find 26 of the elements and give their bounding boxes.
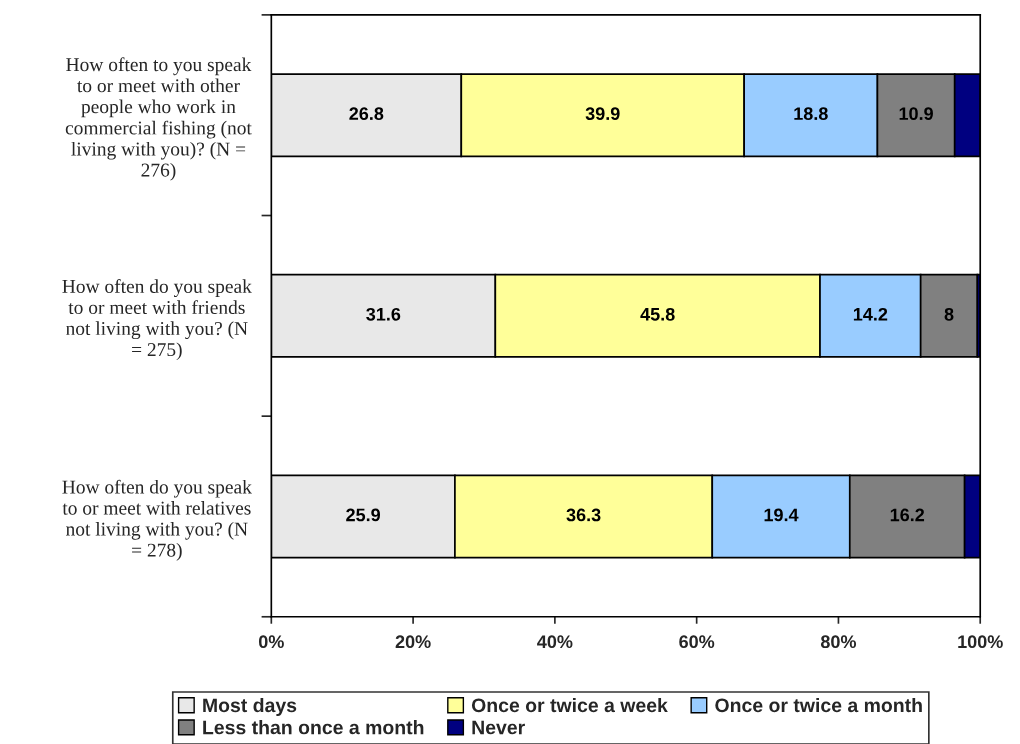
data-label: 18.8 [794,107,828,121]
x-tick-label: 100% [958,635,1003,649]
data-label: 26.8 [349,107,384,121]
y-tick-label: How often to you speak to or meet with other people who work in commercial fishing (not living with you)? (N = 276) [65,57,252,181]
data-label: 45.8 [640,307,675,321]
data-label: 19.4 [764,508,799,522]
y-tick-label: How often do you speak to or meet with relatives not living with you? (N = 278) [62,479,252,561]
legend-label: Once or twice a week [471,697,668,713]
x-tick-label: 20% [395,635,431,649]
data-label: 14.2 [853,307,888,321]
legend-label: Most days [203,697,297,717]
legend-label: Never [472,720,525,735]
legend-label: Once or twice a month [715,697,922,713]
data-label: 31.6 [366,307,401,321]
x-tick-label: 0% [258,635,284,649]
x-tick-label: 40% [537,635,573,649]
x-tick-label: 80% [820,635,857,649]
data-label: 36.3 [566,508,601,522]
data-label: 39.9 [585,107,620,121]
data-label: 8 [944,307,954,321]
x-tick-label: 60% [679,635,715,649]
data-label: 10.9 [899,107,933,121]
data-label: 16.2 [890,508,925,522]
data-label: 25.9 [346,508,381,522]
legend-label: Less than once a month [203,720,424,735]
y-tick-label: How often do you speak to or meet with friends not living with you? (N = 275) [62,279,252,361]
